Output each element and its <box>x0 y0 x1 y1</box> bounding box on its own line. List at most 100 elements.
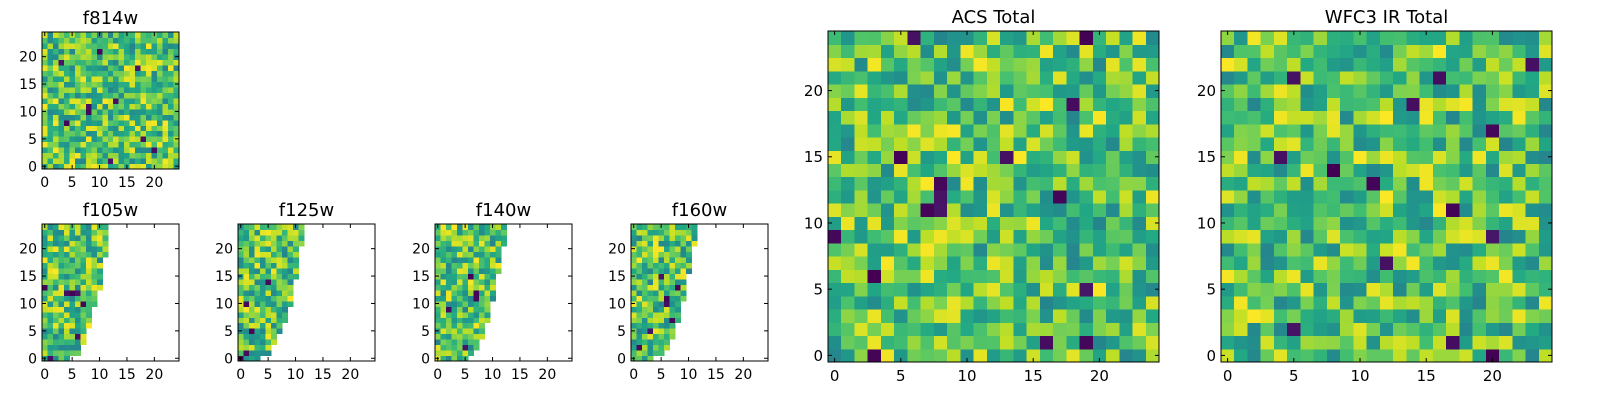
heatmap-cell <box>451 267 458 274</box>
heatmap-cell <box>636 234 643 242</box>
heatmap-cell <box>1313 269 1328 284</box>
heatmap-cell <box>259 295 266 302</box>
heatmap-cell <box>259 267 266 274</box>
heatmap-cell <box>920 110 935 125</box>
heatmap-cell <box>1326 203 1341 217</box>
heatmap-cell <box>960 203 975 217</box>
heatmap-cell <box>880 189 895 204</box>
heatmap-cell <box>63 92 70 99</box>
heatmap-cell <box>63 256 70 263</box>
heatmap-cell <box>1472 322 1487 337</box>
heatmap-cell <box>135 141 142 148</box>
heatmap-cell <box>1234 216 1249 231</box>
heatmap-cell <box>58 256 65 263</box>
heatmap-cell <box>933 123 948 138</box>
heatmap-cell <box>1353 203 1368 217</box>
heatmap-cell <box>85 251 92 258</box>
heatmap-cell <box>58 81 65 88</box>
heatmap-cell <box>238 256 245 263</box>
heatmap-cell <box>74 284 81 291</box>
heatmap-cell <box>80 234 87 242</box>
heatmap-cell <box>841 83 856 98</box>
heatmap-cell <box>1366 295 1381 310</box>
heatmap-cell <box>52 256 60 263</box>
heatmap-cell <box>894 110 909 125</box>
heatmap-cell <box>1092 70 1107 85</box>
heatmap-cell <box>1221 216 1235 231</box>
heatmap-cell <box>168 86 175 93</box>
heatmap-cell <box>259 328 266 335</box>
heatmap-cell <box>47 311 54 318</box>
heatmap-cell <box>1459 176 1474 191</box>
heatmap-cell <box>85 125 92 132</box>
heatmap-cell <box>96 136 103 143</box>
heatmap-cell <box>63 350 70 357</box>
heatmap-cell <box>1066 242 1081 257</box>
heatmap-cell <box>1000 57 1014 72</box>
heatmap-cell <box>168 42 175 50</box>
heatmap-cell <box>933 335 948 350</box>
heatmap-cell <box>63 333 70 340</box>
heatmap-cell <box>1247 70 1262 85</box>
heatmap-cell <box>173 75 180 82</box>
heatmap-cell <box>1287 309 1302 323</box>
heatmap-cell <box>259 224 266 231</box>
heatmap-cell <box>1026 97 1041 112</box>
heatmap-cell <box>1313 44 1328 59</box>
heatmap-cell <box>1132 136 1147 151</box>
heatmap-cell <box>151 103 158 110</box>
heatmap-cell <box>445 289 453 296</box>
heatmap-cell <box>80 245 87 252</box>
heatmap-cell <box>669 289 676 296</box>
heatmap-cell <box>162 147 169 154</box>
heatmap-cell <box>113 130 120 137</box>
heatmap-cell <box>947 110 961 125</box>
heatmap-cell <box>1000 97 1014 112</box>
heatmap-cell <box>1234 97 1249 112</box>
heatmap-cell <box>102 103 109 110</box>
heatmap-cell <box>58 136 65 143</box>
heatmap-cell <box>1472 150 1487 164</box>
heatmap-cell <box>63 322 70 329</box>
heatmap-cell <box>462 234 469 242</box>
heatmap-cell <box>478 317 485 324</box>
heatmap-cell <box>135 42 142 50</box>
heatmap-cell <box>47 114 54 121</box>
heatmap-cell <box>841 163 856 178</box>
heatmap-cell <box>281 224 288 231</box>
heatmap-cell <box>47 355 54 362</box>
heatmap-cell <box>58 355 65 362</box>
heatmap-cell <box>880 163 895 178</box>
heatmap-cell <box>1106 189 1120 204</box>
heatmap-cell <box>986 110 1001 125</box>
heatmap-cell <box>462 273 469 280</box>
heatmap-cell <box>74 273 81 280</box>
heatmap-cell <box>1000 110 1014 125</box>
heatmap-cell <box>907 97 922 112</box>
heatmap-cell <box>140 75 147 82</box>
heatmap-cell <box>63 53 70 60</box>
heatmap-cell <box>652 295 659 302</box>
heatmap-cell <box>173 158 180 165</box>
heatmap-cell <box>129 141 136 148</box>
heatmap-cell <box>69 48 76 55</box>
heatmap-cell <box>652 251 659 258</box>
heatmap-cell <box>1300 57 1315 72</box>
x-tick-label: 15 <box>1024 367 1043 385</box>
heatmap-cell <box>1234 189 1249 204</box>
heatmap-cell <box>162 42 169 50</box>
heatmap-cell <box>47 158 54 165</box>
heatmap-cell <box>440 339 447 346</box>
heatmap-cell <box>456 306 463 313</box>
heatmap-cell <box>281 256 288 263</box>
heatmap-cell <box>1247 136 1262 151</box>
heatmap-cell <box>1026 348 1041 363</box>
heatmap-cell <box>124 59 131 66</box>
heatmap-cell <box>1247 203 1262 217</box>
heatmap-cell <box>58 284 65 291</box>
heatmap-cell <box>85 70 92 77</box>
heatmap-cell <box>435 311 442 318</box>
heatmap-cell <box>168 103 175 110</box>
heatmap-cell <box>129 37 136 44</box>
